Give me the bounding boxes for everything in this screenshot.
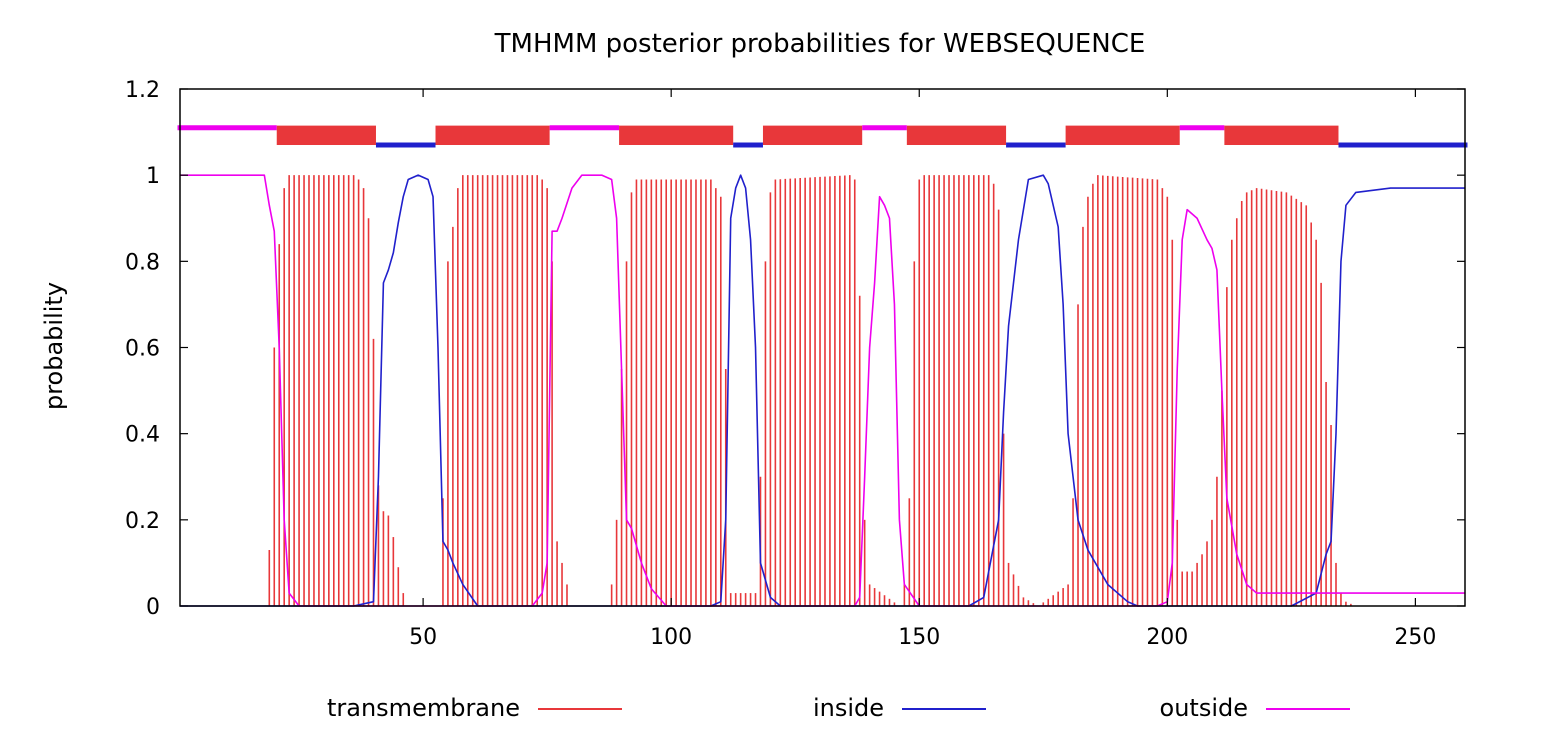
axis-ticks: 50 100 150 200 250 0 0.2 0.4 0.6 0.8 1 1.2 [125, 78, 1465, 650]
y-tick-label: 0.6 [125, 337, 160, 362]
y-tick-label: 0.2 [125, 509, 160, 534]
y-axis-label: probability [40, 282, 68, 410]
topology-bar-transmembrane [762, 125, 863, 146]
y-tick-label: 1.2 [125, 78, 160, 103]
topology-bar-transmembrane [1065, 125, 1180, 146]
series-line-outside [180, 174, 1465, 607]
topology-bar-transmembrane [906, 125, 1007, 146]
topology-bar-transmembrane [435, 125, 550, 146]
y-tick-label: 1 [146, 164, 160, 189]
y-tick-label: 0 [146, 595, 160, 620]
legend-label-outside: outside [1160, 694, 1248, 722]
x-tick-label: 100 [650, 625, 692, 650]
y-tick-label: 0.4 [125, 423, 160, 448]
x-tick-label: 50 [409, 625, 437, 650]
x-tick-label: 250 [1394, 625, 1436, 650]
topology-bars [177, 125, 1468, 148]
y-tick-label: 0.8 [125, 250, 160, 275]
legend-label-inside: inside [813, 694, 884, 722]
chart-title: TMHMM posterior probabilities for WEBSEQ… [494, 29, 1146, 59]
topology-bar-transmembrane [1224, 125, 1339, 146]
x-tick-label: 200 [1146, 625, 1188, 650]
topology-bar-transmembrane [276, 125, 376, 146]
legend-label-transmembrane: transmembrane [327, 694, 520, 722]
topology-bar-transmembrane [619, 125, 734, 146]
transmembrane-impulses [268, 175, 1352, 606]
x-tick-label: 150 [898, 625, 940, 650]
legend: transmembrane inside outside [327, 694, 1350, 722]
